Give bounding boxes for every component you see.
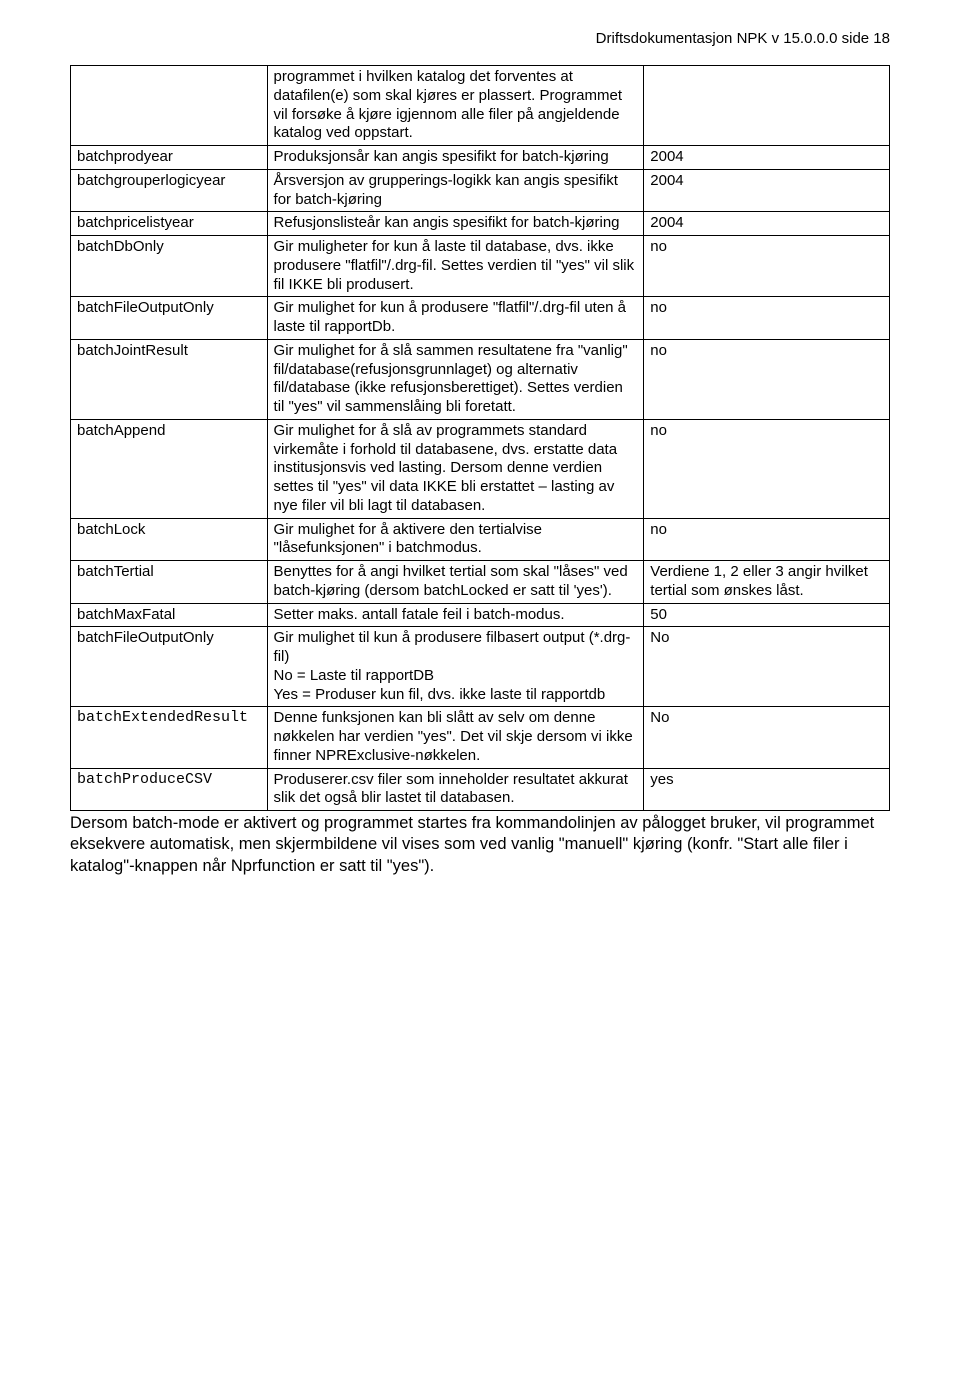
param-cell: batchprodyear: [71, 146, 268, 170]
desc-cell: programmet i hvilken katalog det forvent…: [267, 66, 644, 146]
table-row: batchJointResultGir mulighet for å slå s…: [71, 339, 890, 419]
desc-cell: Setter maks. antall fatale feil i batch-…: [267, 603, 644, 627]
table-row: batchProduceCSVProduserer.csv filer som …: [71, 768, 890, 811]
param-cell: batchJointResult: [71, 339, 268, 419]
table-row: batchDbOnlyGir muligheter for kun å last…: [71, 236, 890, 297]
desc-cell: Benyttes for å angi hvilket tertial som …: [267, 561, 644, 604]
value-cell: [644, 66, 890, 146]
param-cell: batchFileOutputOnly: [71, 627, 268, 707]
param-cell: [71, 66, 268, 146]
desc-cell: Gir mulighet for å slå av programmets st…: [267, 419, 644, 518]
table-row: batchFileOutputOnlyGir mulighet for kun …: [71, 297, 890, 340]
value-cell: Verdiene 1, 2 eller 3 angir hvilket tert…: [644, 561, 890, 604]
footer-paragraph: Dersom batch-mode er aktivert og program…: [70, 813, 890, 877]
param-cell: batchLock: [71, 518, 268, 561]
value-cell: 2004: [644, 212, 890, 236]
param-cell: batchgrouperlogicyear: [71, 169, 268, 212]
table-row: batchFileOutputOnlyGir mulighet til kun …: [71, 627, 890, 707]
page-header: Driftsdokumentasjon NPK v 15.0.0.0 side …: [70, 30, 890, 47]
param-cell: batchAppend: [71, 419, 268, 518]
value-cell: 2004: [644, 146, 890, 170]
value-cell: no: [644, 339, 890, 419]
desc-cell: Gir mulighet til kun å produsere filbase…: [267, 627, 644, 707]
param-cell: batchDbOnly: [71, 236, 268, 297]
desc-cell: Refusjonslisteår kan angis spesifikt for…: [267, 212, 644, 236]
value-cell: 2004: [644, 169, 890, 212]
param-cell: batchTertial: [71, 561, 268, 604]
table-row: batchTertialBenyttes for å angi hvilket …: [71, 561, 890, 604]
desc-cell: Denne funksjonen kan bli slått av selv o…: [267, 707, 644, 768]
value-cell: no: [644, 419, 890, 518]
value-cell: 50: [644, 603, 890, 627]
param-cell: batchMaxFatal: [71, 603, 268, 627]
value-cell: no: [644, 297, 890, 340]
value-cell: no: [644, 518, 890, 561]
parameter-table: programmet i hvilken katalog det forvent…: [70, 65, 890, 811]
table-row: batchAppendGir mulighet for å slå av pro…: [71, 419, 890, 518]
value-cell: no: [644, 236, 890, 297]
table-row: batchLockGir mulighet for å aktivere den…: [71, 518, 890, 561]
value-cell: No: [644, 627, 890, 707]
table-row: programmet i hvilken katalog det forvent…: [71, 66, 890, 146]
desc-cell: Gir mulighet for å slå sammen resultaten…: [267, 339, 644, 419]
desc-cell: Produserer.csv filer som inneholder resu…: [267, 768, 644, 811]
param-cell: batchFileOutputOnly: [71, 297, 268, 340]
desc-cell: Gir mulighet for kun å produsere "flatfi…: [267, 297, 644, 340]
desc-cell: Gir muligheter for kun å laste til datab…: [267, 236, 644, 297]
table-row: batchgrouperlogicyearÅrsversjon av grupp…: [71, 169, 890, 212]
value-cell: yes: [644, 768, 890, 811]
desc-cell: Gir mulighet for å aktivere den tertialv…: [267, 518, 644, 561]
desc-cell: Årsversjon av grupperings-logikk kan ang…: [267, 169, 644, 212]
value-cell: No: [644, 707, 890, 768]
param-cell: batchExtendedResult: [71, 707, 268, 768]
table-row: batchExtendedResultDenne funksjonen kan …: [71, 707, 890, 768]
table-row: batchpricelistyearRefusjonslisteår kan a…: [71, 212, 890, 236]
param-cell: batchProduceCSV: [71, 768, 268, 811]
desc-cell: Produksjonsår kan angis spesifikt for ba…: [267, 146, 644, 170]
table-row: batchprodyearProduksjonsår kan angis spe…: [71, 146, 890, 170]
param-cell: batchpricelistyear: [71, 212, 268, 236]
table-row: batchMaxFatalSetter maks. antall fatale …: [71, 603, 890, 627]
